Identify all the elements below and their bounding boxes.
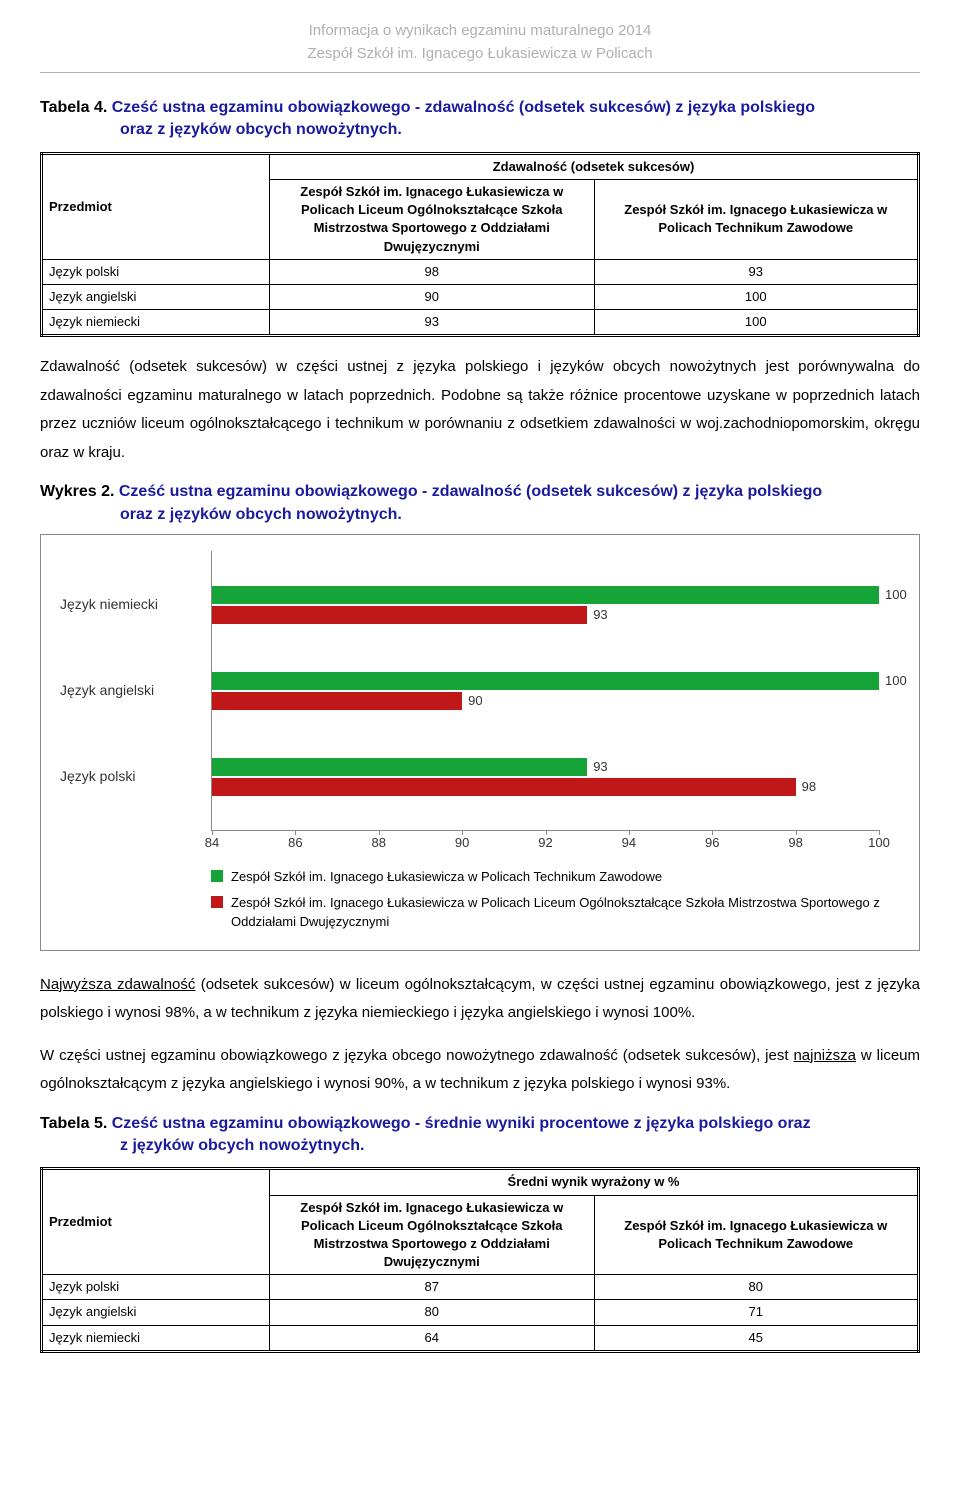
chart-x-tick-label: 94 bbox=[622, 834, 636, 852]
chart-x-tick-label: 90 bbox=[455, 834, 469, 852]
table5-col-label: Przedmiot bbox=[42, 1169, 270, 1275]
table5-col2-header: Zespół Szkół im. Ignacego Łukasiewicza w… bbox=[594, 1195, 919, 1275]
table5-title: Tabela 5. Cześć ustna egzaminu obowiązko… bbox=[40, 1113, 920, 1158]
chart-bar-value-label: 98 bbox=[802, 778, 816, 796]
para2-lowest: najniższa bbox=[793, 1047, 856, 1064]
chart-y-label: Język polski bbox=[60, 767, 200, 787]
chart-bar-value-label: 90 bbox=[468, 692, 482, 710]
chart-bar: 100 bbox=[212, 672, 879, 690]
paragraph-2b: W części ustnej egzaminu obowiązkowego z… bbox=[40, 1042, 920, 1099]
chart-x-tick-label: 88 bbox=[372, 834, 386, 852]
header-rule bbox=[40, 72, 920, 73]
table4-col2-header: Zespół Szkół im. Ignacego Łukasiewicza w… bbox=[594, 179, 919, 259]
wykres2-title-rest2: oraz z języków obcych nowożytnych. bbox=[120, 504, 920, 526]
chart-x-tick-label: 92 bbox=[538, 834, 552, 852]
table4-header-top: Zdawalność (odsetek sukcesów) bbox=[270, 153, 919, 179]
chart-bar: 93 bbox=[212, 606, 587, 624]
chart-legend-item: Zespół Szkół im. Ignacego Łukasiewicza w… bbox=[61, 867, 899, 887]
header-line2: Zespół Szkół im. Ignacego Łukasiewicza w… bbox=[40, 43, 920, 64]
chart-x-tick-label: 98 bbox=[788, 834, 802, 852]
legend-label: Zespół Szkół im. Ignacego Łukasiewicza w… bbox=[231, 893, 899, 932]
chart-legend: Zespół Szkół im. Ignacego Łukasiewicza w… bbox=[61, 867, 899, 932]
legend-swatch bbox=[211, 870, 223, 882]
chart-bar: 100 bbox=[212, 586, 879, 604]
chart-category-group: Język polski9398 bbox=[212, 758, 879, 796]
chart-bar: 93 bbox=[212, 758, 587, 776]
table4-col-label: Przedmiot bbox=[42, 153, 270, 259]
chart-category-group: Język niemiecki10093 bbox=[212, 586, 879, 624]
wykres2-title-prefix: Wykres 2. bbox=[40, 483, 114, 500]
doc-running-header: Informacja o wynikach egzaminu maturalne… bbox=[40, 20, 920, 64]
table4-title-rest1: Cześć ustna egzaminu obowiązkowego - zda… bbox=[107, 99, 815, 116]
chart-y-label: Język niemiecki bbox=[60, 595, 200, 615]
chart-plot-area: Język niemiecki10093Język angielski10090… bbox=[211, 551, 879, 831]
chart-category-group: Język angielski10090 bbox=[212, 672, 879, 710]
table-row: Język angielski 90 100 bbox=[42, 284, 919, 309]
table4-title: Tabela 4. Cześć ustna egzaminu obowiązko… bbox=[40, 97, 920, 142]
table4-title-prefix: Tabela 4. bbox=[40, 99, 107, 116]
table-row: Język polski 98 93 bbox=[42, 259, 919, 284]
paragraph-2a: Najwyższa zdawalność (odsetek sukcesów) … bbox=[40, 971, 920, 1028]
legend-swatch bbox=[211, 896, 223, 908]
wykres2-title: Wykres 2. Cześć ustna egzaminu obowiązko… bbox=[40, 481, 920, 526]
chart-y-label: Język angielski bbox=[60, 681, 200, 701]
chart-legend-item: Zespół Szkół im. Ignacego Łukasiewicza w… bbox=[61, 893, 899, 932]
legend-label: Zespół Szkół im. Ignacego Łukasiewicza w… bbox=[231, 867, 899, 887]
para2-highest: Najwyższa zdawalność bbox=[40, 976, 195, 993]
chart-bar-value-label: 93 bbox=[593, 606, 607, 624]
table-row: Język niemiecki 93 100 bbox=[42, 310, 919, 336]
chart-x-tick-label: 100 bbox=[868, 834, 890, 852]
table5: Przedmiot Średni wynik wyrażony w % Zesp… bbox=[40, 1167, 920, 1353]
table5-col1-header: Zespół Szkół im. Ignacego Łukasiewicza w… bbox=[270, 1195, 594, 1275]
chart-x-tick-label: 96 bbox=[705, 834, 719, 852]
paragraph-1: Zdawalność (odsetek sukcesów) w części u… bbox=[40, 353, 920, 467]
table5-title-rest2: z języków obcych nowożytnych. bbox=[120, 1135, 920, 1157]
chart-bar-value-label: 93 bbox=[593, 758, 607, 776]
chart-bar: 98 bbox=[212, 778, 796, 796]
table4: Przedmiot Zdawalność (odsetek sukcesów) … bbox=[40, 152, 920, 338]
chart-container: Język niemiecki 100 93 Język angielski 100 90… bbox=[40, 534, 920, 951]
table4-col1-header: Zespół Szkół im. Ignacego Łukasiewicza w… bbox=[270, 179, 594, 259]
table5-header-top: Średni wynik wyrażony w % bbox=[270, 1169, 919, 1195]
table-row: Język angielski 80 71 bbox=[42, 1300, 919, 1325]
table5-title-rest1: Cześć ustna egzaminu obowiązkowego - śre… bbox=[107, 1115, 810, 1132]
chart-bar-value-label: 100 bbox=[885, 586, 907, 604]
chart-x-tick-label: 86 bbox=[288, 834, 302, 852]
chart-bar: 90 bbox=[212, 692, 462, 710]
table-row: Język niemiecki 64 45 bbox=[42, 1325, 919, 1351]
table-row: Język polski 87 80 bbox=[42, 1275, 919, 1300]
wykres2-title-rest1: Cześć ustna egzaminu obowiązkowego - zda… bbox=[114, 483, 822, 500]
chart-bar-value-label: 100 bbox=[885, 672, 907, 690]
table4-title-rest2: oraz z języków obcych nowożytnych. bbox=[120, 119, 920, 141]
chart-x-tick-label: 84 bbox=[205, 834, 219, 852]
header-line1: Informacja o wynikach egzaminu maturalne… bbox=[40, 20, 920, 41]
table5-title-prefix: Tabela 5. bbox=[40, 1115, 107, 1132]
